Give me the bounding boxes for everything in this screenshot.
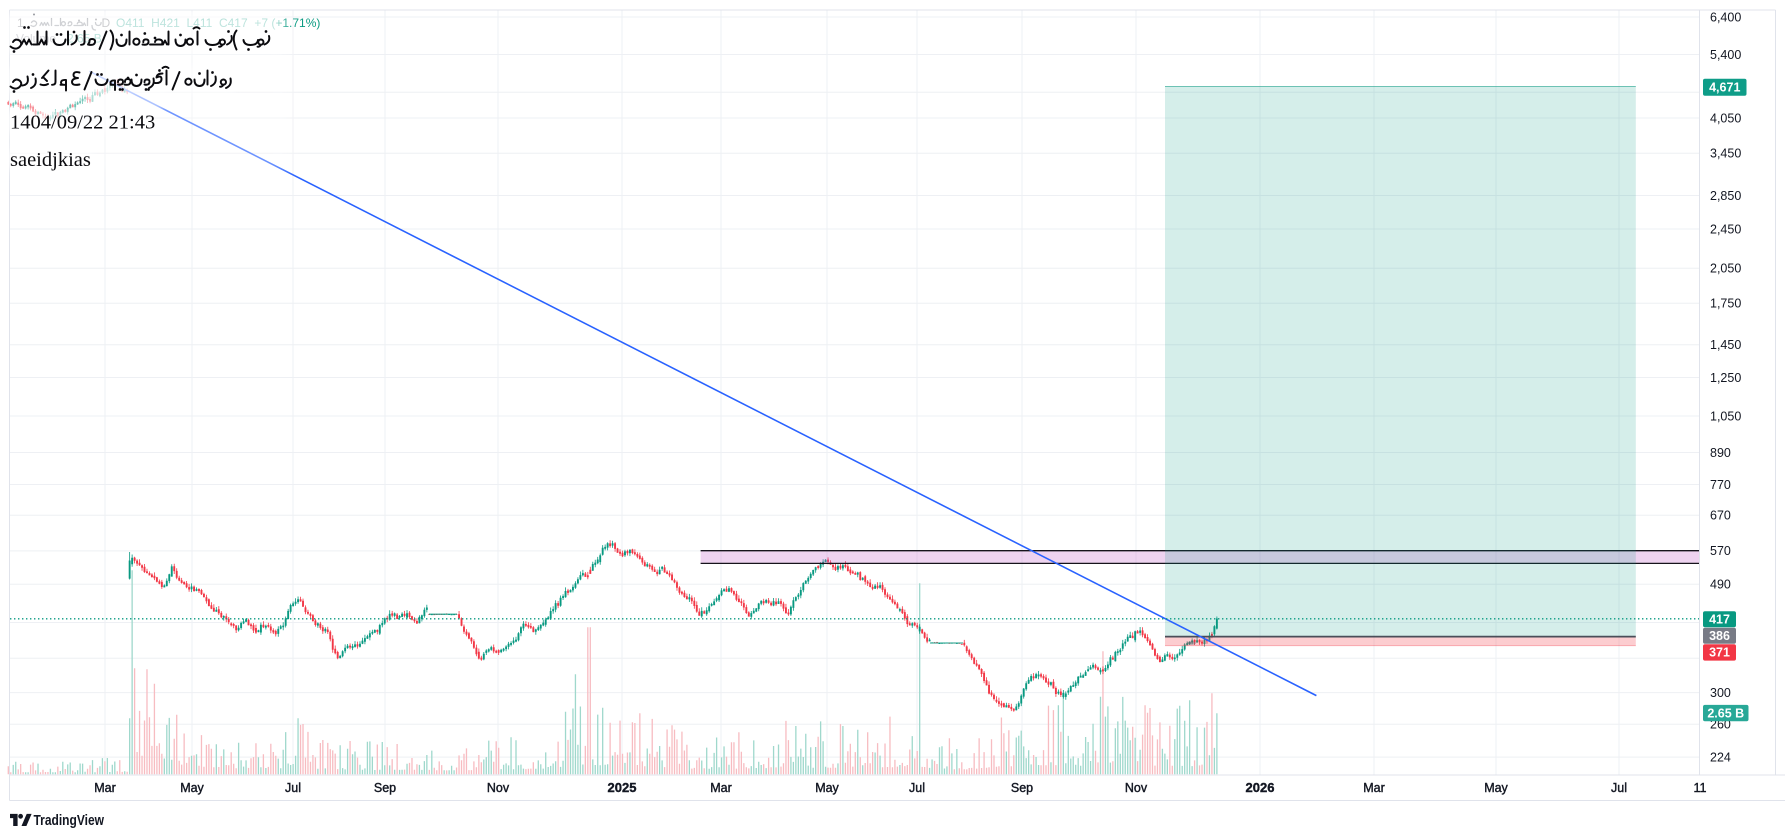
svg-text:Nov: Nov [1125, 781, 1148, 795]
svg-text:11: 11 [1694, 781, 1707, 795]
svg-text:1,750: 1,750 [1710, 297, 1741, 311]
svg-text:1,450: 1,450 [1710, 338, 1741, 352]
svg-text:2.65 B: 2.65 B [1707, 706, 1744, 720]
svg-text:371: 371 [1709, 646, 1730, 660]
svg-text:TradingView: TradingView [34, 813, 105, 829]
svg-text:4,671: 4,671 [1709, 81, 1740, 95]
svg-text:570: 570 [1710, 544, 1731, 558]
svg-text:386: 386 [1709, 629, 1730, 643]
svg-text:224: 224 [1710, 750, 1731, 764]
svg-text:Mar: Mar [710, 781, 732, 795]
svg-text:2025: 2025 [608, 780, 637, 795]
svg-text:890: 890 [1710, 446, 1731, 460]
svg-text:2,450: 2,450 [1710, 222, 1741, 236]
svg-text:2,050: 2,050 [1710, 262, 1741, 276]
svg-text:670: 670 [1710, 509, 1731, 523]
svg-text:Jul: Jul [285, 781, 301, 795]
svg-text:5,400: 5,400 [1710, 48, 1741, 62]
svg-text:1404/09/22 21:43: 1404/09/22 21:43 [10, 112, 155, 134]
svg-text:2026: 2026 [1246, 780, 1275, 795]
svg-text:4,050: 4,050 [1710, 111, 1741, 125]
svg-text:Jul: Jul [1611, 781, 1627, 795]
svg-text:Mar: Mar [1363, 781, 1385, 795]
svg-text:3,450: 3,450 [1710, 147, 1741, 161]
svg-text:1,250: 1,250 [1710, 371, 1741, 385]
svg-text:2,850: 2,850 [1710, 189, 1741, 203]
svg-text:417: 417 [1709, 612, 1730, 626]
svg-text:Sep: Sep [374, 781, 396, 795]
svg-text:Sep: Sep [1011, 781, 1033, 795]
svg-text:May: May [815, 781, 839, 795]
svg-text:Jul: Jul [909, 781, 925, 795]
svg-text:1,050: 1,050 [1710, 409, 1741, 423]
svg-text:May: May [180, 781, 204, 795]
svg-text:May: May [1484, 781, 1508, 795]
svg-text:490: 490 [1710, 578, 1731, 592]
svg-text:Mar: Mar [94, 781, 116, 795]
svg-text:6,400: 6,400 [1710, 10, 1741, 24]
svg-text:Nov: Nov [487, 781, 510, 795]
svg-text:770: 770 [1710, 478, 1731, 492]
svg-text:saeidjkias: saeidjkias [10, 149, 91, 171]
svg-text:300: 300 [1710, 686, 1731, 700]
